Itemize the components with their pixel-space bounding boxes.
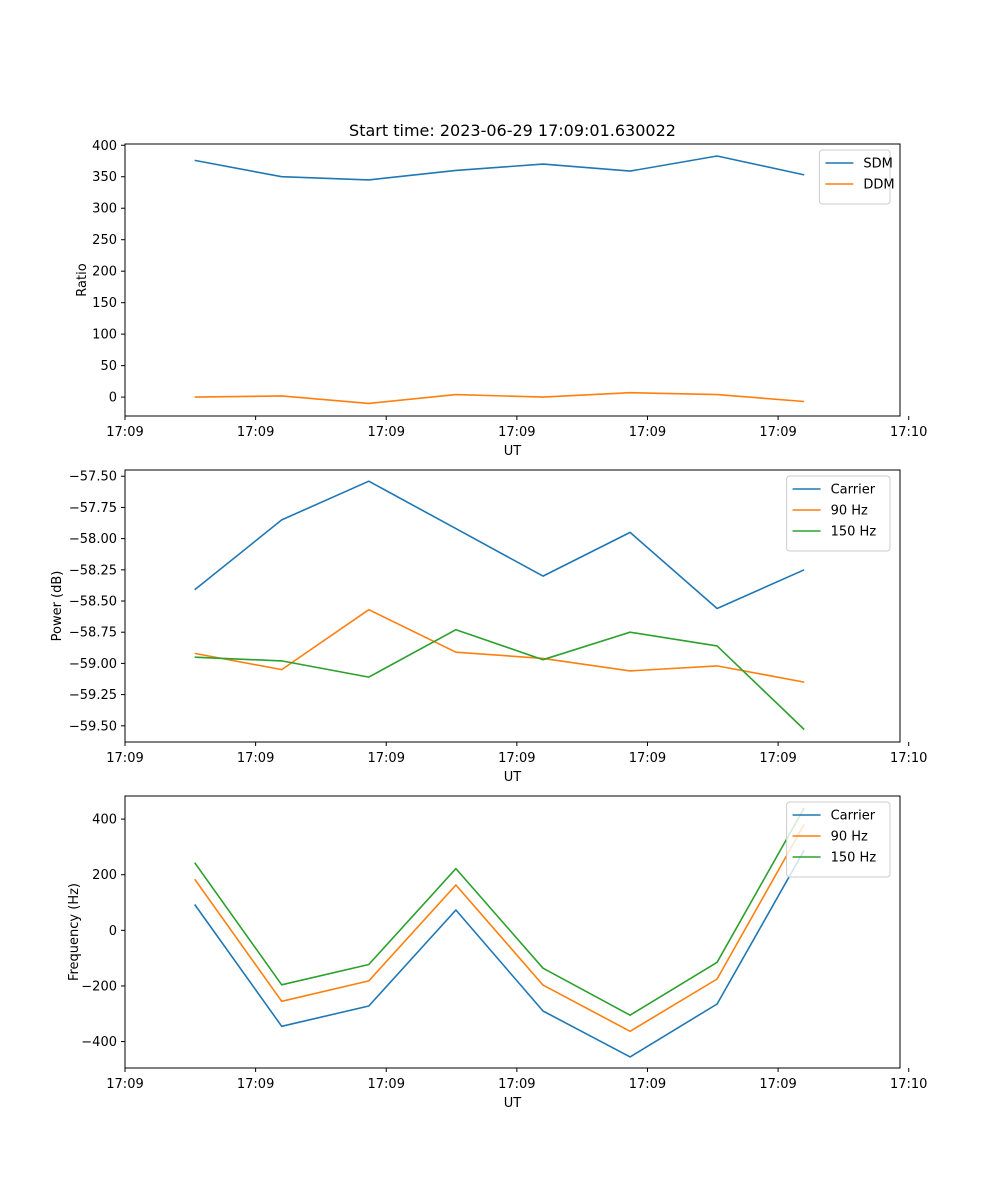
series-line-carrier [194, 480, 805, 610]
x-tick-label: 17:09 [106, 751, 143, 766]
series-line-ddm [194, 391, 805, 405]
subplot-3: 17:09 17:09 17:09 17:09 17:09 17:09 17:10 −400 −… [67, 795, 927, 1111]
legend-label: SDM [863, 157, 892, 172]
y-axis-label: Power (dB) [50, 571, 65, 642]
x-tick-label: 17:10 [890, 751, 927, 766]
y-tick-label: −59.25 [69, 688, 117, 703]
legend: Carrier 90 Hz 150 Hz [786, 801, 891, 878]
x-tick-label: 17:10 [890, 1077, 927, 1092]
x-tick-label: 17:09 [759, 425, 796, 440]
series-line-150-hz [194, 807, 805, 1017]
axes-frame [124, 469, 901, 743]
series-line-sdm [194, 155, 805, 181]
x-axis-label: UT [504, 770, 522, 785]
legend-label: 150 Hz [831, 525, 877, 540]
series-line-150-hz [194, 628, 805, 731]
x-tick-label: 17:09 [759, 1077, 796, 1092]
x-tick-label: 17:09 [237, 425, 274, 440]
legend-label: Carrier [831, 483, 876, 498]
y-tick-label: −58.00 [69, 532, 117, 547]
x-tick-label: 17:09 [368, 1077, 405, 1092]
y-tick-label: −400 [81, 1035, 117, 1050]
y-tick-label: 250 [92, 233, 117, 248]
legend: Carrier 90 Hz 150 Hz [786, 475, 891, 552]
y-tick-label: −58.75 [69, 626, 117, 641]
subplot-1: 17:09 17:09 17:09 17:09 17:09 17:09 17:10 0 50 10… [75, 139, 927, 459]
legend-label: 90 Hz [831, 504, 868, 519]
y-tick-label: −57.50 [69, 470, 117, 485]
legend-label: DDM [863, 178, 894, 193]
y-axis-label: Frequency (Hz) [67, 883, 82, 981]
y-tick-label: −200 [81, 979, 117, 994]
x-tick-label: 17:09 [629, 751, 666, 766]
subplots: 17:09 17:09 17:09 17:09 17:09 17:09 17:10 0 50 10… [50, 139, 927, 1111]
y-tick-label: 150 [92, 296, 117, 311]
legend-label: 90 Hz [831, 830, 868, 845]
y-tick-label: 200 [92, 868, 117, 883]
y-tick-label: −58.25 [69, 563, 117, 578]
x-tick-label: 17:09 [629, 1077, 666, 1092]
series-line-90-hz [194, 608, 805, 683]
y-tick-label: −57.75 [69, 501, 117, 516]
y-tick-label: 200 [92, 265, 117, 280]
chart-title: Start time: 2023-06-29 17:09:01.630022 [349, 121, 676, 140]
y-tick-label: 0 [109, 391, 117, 406]
y-axis-label: Ratio [75, 263, 90, 296]
subplot-2: 17:09 17:09 17:09 17:09 17:09 17:09 17:10 −57.5… [50, 469, 927, 785]
y-tick-label: 300 [92, 202, 117, 217]
x-tick-label: 17:09 [629, 425, 666, 440]
x-tick-label: 17:09 [498, 751, 535, 766]
y-tick-label: 100 [92, 328, 117, 343]
x-tick-label: 17:09 [237, 1077, 274, 1092]
legend-label: Carrier [831, 809, 876, 824]
legend-box [786, 475, 891, 552]
x-tick-label: 17:10 [890, 425, 927, 440]
y-tick-label: 50 [100, 359, 117, 374]
x-tick-label: 17:09 [106, 425, 143, 440]
x-tick-label: 17:09 [759, 751, 796, 766]
x-tick-label: 17:09 [237, 751, 274, 766]
series-line-carrier [194, 849, 805, 1058]
axes-frame [124, 143, 901, 417]
legend-label: 150 Hz [831, 851, 877, 866]
axes-frame [124, 795, 901, 1069]
y-tick-label: 400 [92, 813, 117, 828]
x-tick-label: 17:09 [368, 425, 405, 440]
x-axis-label: UT [504, 1096, 522, 1111]
x-tick-label: 17:09 [368, 751, 405, 766]
x-tick-label: 17:09 [498, 425, 535, 440]
legend-box [786, 801, 891, 878]
x-tick-label: 17:09 [106, 1077, 143, 1092]
legend: SDM DDM [818, 149, 895, 205]
y-tick-label: 400 [92, 139, 117, 154]
y-tick-label: −59.50 [69, 719, 117, 734]
y-tick-label: −59.00 [69, 657, 117, 672]
y-tick-label: −58.50 [69, 595, 117, 610]
series-line-90-hz [194, 824, 805, 1033]
y-tick-label: 350 [92, 170, 117, 185]
x-axis-label: UT [504, 444, 522, 459]
y-tick-label: 0 [109, 924, 117, 939]
x-tick-label: 17:09 [498, 1077, 535, 1092]
